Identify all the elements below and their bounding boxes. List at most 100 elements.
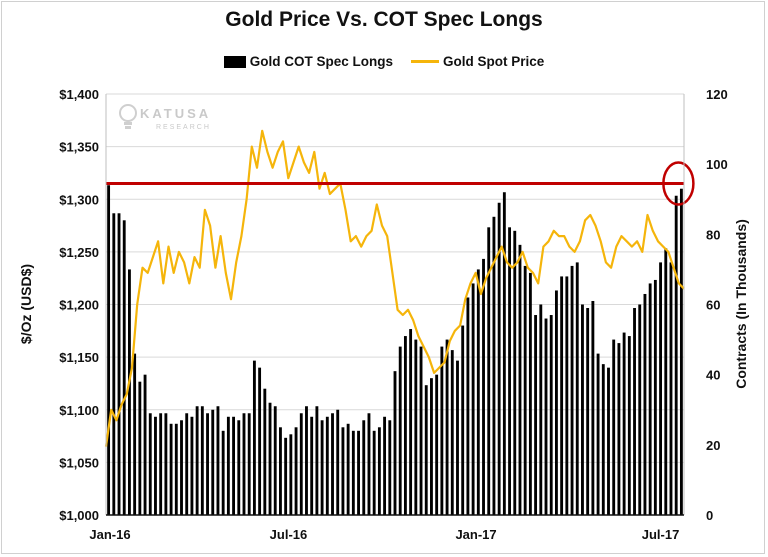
cot-bar: [377, 427, 381, 515]
cot-bar: [351, 430, 355, 515]
y-left-tick-label: $1,200: [59, 298, 99, 313]
legend-label-cot: Gold COT Spec Longs: [249, 54, 393, 69]
cot-bar: [315, 406, 319, 515]
legend-label-price: Gold Spot Price: [443, 54, 545, 69]
cot-bar: [154, 416, 157, 515]
cot-bar: [242, 413, 246, 515]
cot-bar: [492, 216, 496, 515]
cot-bar: [440, 346, 444, 515]
chart-legend: Gold COT Spec Longs Gold Spot Price: [0, 54, 768, 69]
cot-bar: [544, 318, 548, 515]
cot-bar: [237, 420, 241, 515]
cot-bar: [419, 346, 423, 515]
cot-bar: [612, 339, 616, 515]
chart-title: Gold Price Vs. COT Spec Longs: [225, 8, 543, 31]
cot-bar: [627, 336, 631, 515]
cot-bar: [263, 388, 267, 515]
cot-bar: [633, 308, 636, 515]
cot-bar: [221, 430, 225, 515]
x-tick-label: Jan-17: [455, 527, 496, 542]
cot-bar: [138, 381, 142, 515]
cot-bar: [216, 406, 220, 515]
cot-bar: [122, 220, 126, 516]
y-left-tick-label: $1,250: [59, 245, 99, 260]
cot-bar: [466, 297, 470, 515]
cot-bar: [669, 262, 673, 515]
cot-bar: [107, 185, 111, 515]
cot-bar: [195, 406, 199, 515]
cot-bar: [164, 413, 168, 515]
cot-bar: [643, 293, 647, 515]
watermark-sub: RESEARCH: [156, 124, 211, 131]
cot-bar: [362, 420, 366, 515]
cot-bar: [148, 413, 152, 515]
x-tick-label: Jul-16: [270, 527, 308, 542]
cot-bar: [320, 420, 324, 515]
cot-bar: [617, 343, 621, 515]
cot-bar: [284, 437, 288, 515]
red-circle-marker: [662, 161, 695, 206]
cot-bar: [497, 202, 501, 515]
katusa-watermark: KATUSA RESEARCH: [118, 103, 209, 138]
y-right-tick-label: 20: [706, 438, 720, 453]
cot-bar: [185, 413, 189, 515]
y-right-tick-label: 100: [706, 157, 728, 172]
cot-bar: [294, 427, 298, 515]
cot-bar: [430, 378, 433, 515]
y-left-tick-label: $1,400: [59, 87, 99, 102]
cot-bar: [174, 423, 178, 515]
cot-bar: [565, 276, 569, 515]
y-right-tick-label: 0: [706, 508, 713, 523]
cot-bar: [388, 420, 392, 515]
cot-bar: [325, 416, 329, 515]
y-axis-right-title: Contracts (In Thousands): [733, 219, 749, 389]
cot-bar: [591, 300, 595, 515]
cot-bar: [674, 195, 678, 515]
cot-bar: [554, 290, 558, 515]
y-left-tick-label: $1,050: [59, 455, 99, 470]
cot-bar: [133, 353, 137, 515]
cot-bar: [299, 413, 303, 515]
annotations: [106, 161, 695, 206]
cot-bar: [169, 423, 173, 515]
cot-bar: [679, 188, 683, 515]
cot-bar: [117, 213, 121, 516]
cot-bar: [211, 409, 215, 515]
cot-bar: [372, 430, 376, 515]
cot-bar: [310, 416, 314, 515]
cot-bar: [461, 325, 465, 515]
cot-bar: [206, 413, 209, 515]
legend-swatch-line: [411, 60, 439, 63]
cot-bar: [487, 227, 491, 516]
cot-bar: [289, 434, 293, 515]
cot-bar: [383, 416, 387, 515]
y-left-tick-label: $1,150: [59, 350, 99, 365]
cot-bar: [523, 265, 527, 515]
cot-bar: [232, 416, 236, 515]
cot-bar: [456, 360, 459, 515]
cot-bar: [549, 315, 553, 515]
cot-bar: [258, 367, 262, 515]
cot-bar: [659, 262, 662, 515]
cot-bar: [560, 276, 564, 515]
cot-bar: [638, 304, 642, 515]
lightbulb-icon: [119, 104, 137, 129]
axes: $1,000 $1,050 $1,100 $1,150 $1,200 $1,250 $1,3…: [59, 87, 727, 542]
cot-bar: [112, 213, 116, 516]
cot-bar: [346, 423, 350, 515]
y-right-tick-label: 120: [706, 87, 728, 102]
cot-bar: [367, 413, 371, 515]
cot-bar: [586, 308, 590, 515]
y-right-tick-label: 80: [706, 227, 720, 242]
cot-bar: [424, 385, 428, 515]
cot-bar: [305, 406, 308, 515]
cot-bar: [539, 304, 543, 515]
cot-bars: [107, 185, 683, 516]
cot-bar: [393, 371, 397, 515]
cot-bar: [648, 283, 652, 515]
y-right-tick-label: 40: [706, 368, 720, 383]
cot-bar: [357, 430, 360, 515]
y-left-tick-label: $1,100: [59, 403, 99, 418]
cot-bar: [596, 353, 600, 515]
x-tick-label: Jan-16: [89, 527, 130, 542]
